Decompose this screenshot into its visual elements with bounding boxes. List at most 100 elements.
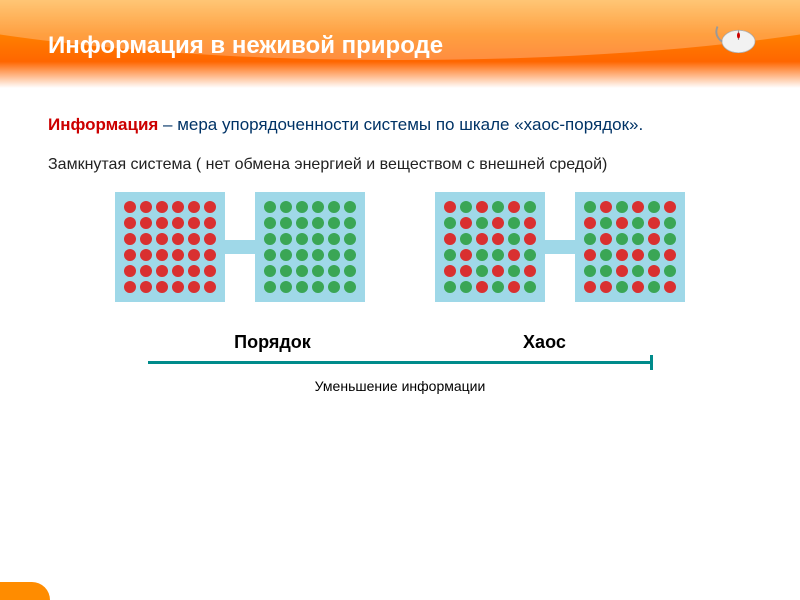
dot <box>584 217 596 229</box>
order-box-left <box>115 192 225 302</box>
mouse-icon <box>710 18 770 68</box>
dot <box>328 249 340 261</box>
dot <box>188 281 200 293</box>
dot <box>648 281 660 293</box>
term-word: Информация <box>48 115 158 134</box>
dot <box>492 281 504 293</box>
dot <box>280 265 292 277</box>
dot <box>664 217 676 229</box>
dot <box>188 217 200 229</box>
dot <box>140 265 152 277</box>
definition-rest: – мера упорядоченности системы по шкале … <box>158 115 643 134</box>
dot <box>476 201 488 213</box>
dot <box>188 249 200 261</box>
dot <box>600 233 612 245</box>
dot <box>584 201 596 213</box>
dot <box>296 265 308 277</box>
dot <box>280 233 292 245</box>
dot <box>204 265 216 277</box>
dot <box>156 281 168 293</box>
scale-caption: Уменьшение информации <box>148 378 652 394</box>
dot <box>124 201 136 213</box>
dot <box>312 249 324 261</box>
dot <box>296 201 308 213</box>
dot <box>140 281 152 293</box>
dot <box>328 201 340 213</box>
content-area: Информация – мера упорядоченности систем… <box>0 88 800 394</box>
dot <box>492 217 504 229</box>
dot <box>508 249 520 261</box>
dot <box>648 233 660 245</box>
dot <box>296 233 308 245</box>
chaos-box-right <box>575 192 685 302</box>
dot <box>584 265 596 277</box>
dot <box>156 233 168 245</box>
dot <box>524 281 536 293</box>
dot <box>328 233 340 245</box>
dot <box>492 249 504 261</box>
dot <box>124 281 136 293</box>
dot <box>312 281 324 293</box>
dot <box>492 201 504 213</box>
dot <box>632 233 644 245</box>
definition-text: Информация – мера упорядоченности систем… <box>48 112 752 138</box>
dot <box>444 265 456 277</box>
dot <box>664 265 676 277</box>
dot <box>616 265 628 277</box>
dot <box>204 233 216 245</box>
connector <box>225 240 255 254</box>
dot <box>264 201 276 213</box>
dot <box>328 265 340 277</box>
dot <box>600 249 612 261</box>
dot <box>616 217 628 229</box>
closed-system-text: Замкнутая система ( нет обмена энергией … <box>48 156 752 174</box>
dot <box>616 233 628 245</box>
order-pair <box>115 192 365 302</box>
dot <box>476 233 488 245</box>
dot <box>124 233 136 245</box>
dot <box>312 265 324 277</box>
dot <box>328 217 340 229</box>
dot <box>280 249 292 261</box>
dot <box>460 249 472 261</box>
dot <box>140 201 152 213</box>
dot <box>280 217 292 229</box>
dot <box>188 201 200 213</box>
dot <box>632 281 644 293</box>
chaos-pair <box>435 192 685 302</box>
dot <box>204 281 216 293</box>
dot <box>460 217 472 229</box>
dot <box>296 217 308 229</box>
dot <box>616 201 628 213</box>
dot <box>648 217 660 229</box>
dot <box>664 233 676 245</box>
dot <box>648 265 660 277</box>
footer-accent <box>0 582 50 600</box>
dot <box>492 265 504 277</box>
dot <box>280 201 292 213</box>
dot <box>344 217 356 229</box>
dot <box>344 201 356 213</box>
dot <box>508 281 520 293</box>
labels-row: Порядок Хаос <box>128 332 672 353</box>
dot <box>524 249 536 261</box>
dot <box>664 249 676 261</box>
dot <box>264 217 276 229</box>
dot <box>204 249 216 261</box>
dot <box>616 249 628 261</box>
dot <box>460 201 472 213</box>
dot <box>344 281 356 293</box>
dot <box>476 281 488 293</box>
dot <box>344 233 356 245</box>
dot <box>172 265 184 277</box>
dot <box>600 281 612 293</box>
dot <box>264 249 276 261</box>
dot <box>648 249 660 261</box>
dot <box>600 265 612 277</box>
dot <box>124 217 136 229</box>
chaos-box-left <box>435 192 545 302</box>
dot <box>508 201 520 213</box>
dot <box>476 249 488 261</box>
dot <box>524 233 536 245</box>
dot <box>664 281 676 293</box>
